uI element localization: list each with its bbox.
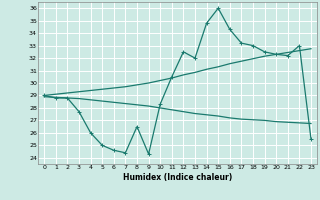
X-axis label: Humidex (Indice chaleur): Humidex (Indice chaleur) — [123, 173, 232, 182]
